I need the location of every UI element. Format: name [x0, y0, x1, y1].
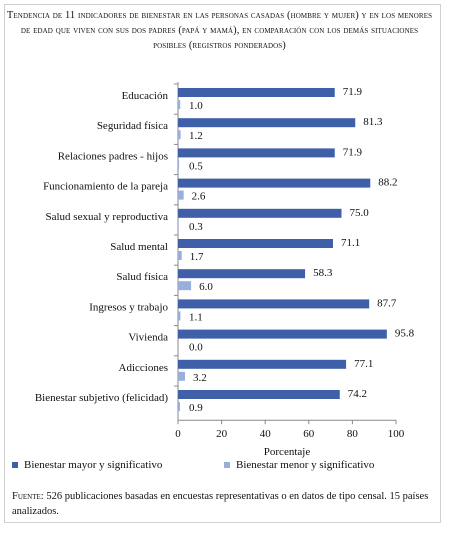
data-label-minor: 3.2 [193, 372, 207, 384]
category-label: Ingresos y trabajo [89, 301, 168, 313]
category-label: Salud física [116, 271, 168, 283]
data-label-minor: 1.2 [189, 130, 203, 142]
bar-minor [178, 190, 184, 200]
data-label-minor: 6.0 [199, 281, 213, 293]
data-label-minor: 1.1 [189, 311, 203, 323]
data-label-minor: 1.7 [190, 251, 204, 263]
data-label-minor: 1.0 [189, 100, 203, 112]
bar-minor [178, 251, 182, 260]
category-label: Relaciones padres - hijos [58, 150, 168, 162]
x-tick-label: 0 [175, 428, 181, 440]
x-axis-title: Porcentaje [264, 446, 311, 458]
bar-major [178, 88, 335, 97]
data-label-major: 71.1 [341, 237, 360, 249]
source-label: Fuente: [12, 491, 44, 502]
category-label: Bienestar subjetivo (felicidad) [35, 392, 169, 404]
category-label: Seguridad física [97, 120, 168, 132]
data-label-minor: 0.0 [189, 342, 203, 354]
bar-major [178, 269, 306, 279]
legend-label-major: Bienestar mayor y significativo [24, 459, 163, 471]
bar-major [178, 118, 356, 128]
bar-minor [178, 130, 181, 140]
legend-swatch-minor [224, 462, 230, 469]
data-label-major: 71.9 [343, 86, 363, 98]
category-label: Vivienda [128, 332, 168, 344]
x-tick-label: 60 [303, 428, 315, 440]
data-label-minor: 0.5 [189, 160, 203, 172]
source-note: Fuente: 526 publicaciones basadas en enc… [12, 489, 432, 519]
bar-major [178, 178, 371, 188]
legend-swatch-major [12, 462, 18, 469]
figure-frame [4, 4, 441, 523]
data-label-minor: 0.3 [189, 221, 203, 233]
data-label-major: 88.2 [378, 177, 397, 189]
category-label: Salud sexual y reproductiva [46, 211, 169, 223]
bar-minor [178, 402, 180, 411]
source-text: 526 publicaciones basadas en encuestas r… [12, 491, 429, 517]
category-label: Funcionamiento de la pareja [43, 181, 168, 193]
x-tick-label: 80 [347, 428, 359, 440]
bar-minor [178, 371, 185, 381]
bar-minor [178, 281, 192, 291]
x-tick-label: 100 [388, 428, 405, 440]
category-label: Salud mental [110, 241, 168, 253]
data-label-major: 74.2 [348, 388, 367, 400]
data-label-major: 58.3 [313, 267, 333, 279]
bar-major [178, 359, 347, 369]
chart-title: Tendencia de 11 indicadores de bienestar… [6, 10, 433, 51]
category-label: Educación [122, 90, 169, 102]
data-label-minor: 2.6 [192, 191, 206, 203]
bar-minor [178, 100, 181, 109]
bar-minor [178, 311, 181, 321]
data-label-minor: 0.9 [189, 402, 203, 414]
data-label-major: 87.7 [377, 297, 397, 309]
category-label: Adicciones [119, 362, 168, 374]
bar-major [178, 299, 370, 309]
bar-major [178, 239, 333, 248]
bar-major [178, 329, 387, 339]
data-label-major: 75.0 [350, 207, 370, 219]
data-label-major: 77.1 [354, 358, 373, 370]
bar-major [178, 208, 342, 218]
bar-minor [178, 160, 180, 170]
legend-label-minor: Bienestar menor y significativo [236, 459, 375, 471]
legend-item-minor: Bienestar menor y significativo [224, 459, 374, 471]
bar-minor [178, 220, 179, 230]
data-label-major: 81.3 [363, 116, 383, 128]
x-tick-label: 20 [216, 428, 228, 440]
x-tick-label: 40 [260, 428, 272, 440]
legend-item-major: Bienestar mayor y significativo [12, 459, 162, 471]
bar-major [178, 390, 340, 399]
bar-major [178, 148, 335, 158]
data-label-major: 71.9 [343, 146, 363, 158]
data-label-major: 95.8 [395, 328, 415, 340]
